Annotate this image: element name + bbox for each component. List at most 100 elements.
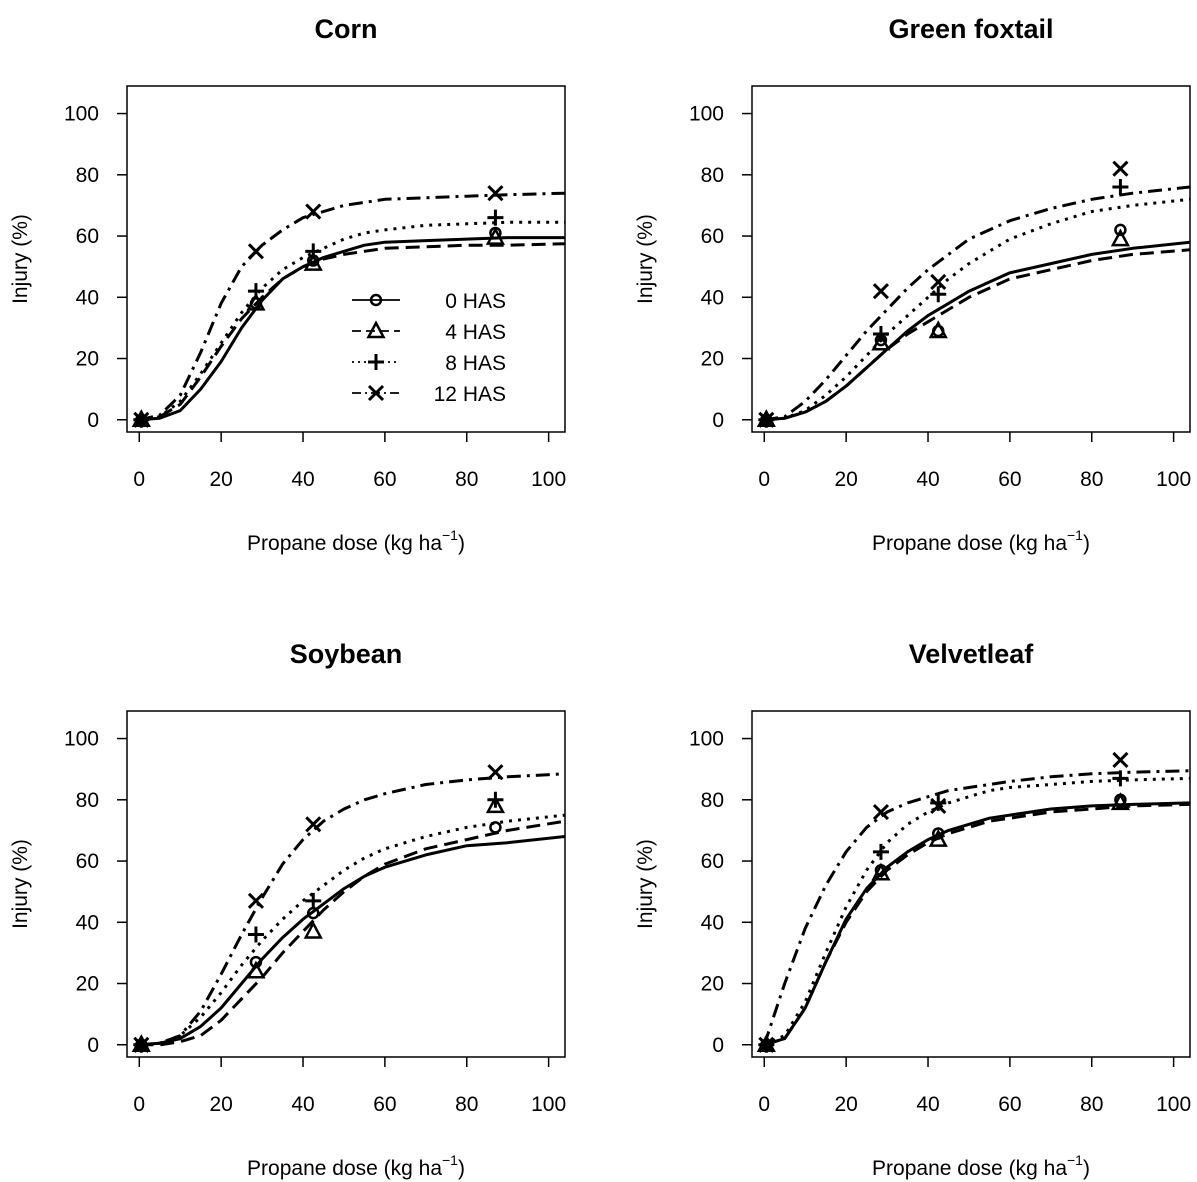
data-point [930,286,947,303]
x-tick-label: 40 [916,1093,939,1116]
data-point [305,243,322,260]
data-point [1114,223,1127,237]
x-tick-label: 60 [998,468,1021,491]
data-point [305,203,322,220]
legend-label: 8 HAS [445,352,506,375]
data-point [1112,751,1129,769]
plot-frame [126,85,566,433]
y-tick-label: 80 [701,164,724,187]
legend-marker [369,293,383,307]
x-tick-label: 0 [758,468,770,491]
data-point [246,960,266,979]
data-point [485,226,505,245]
x-axis-label: Propane dose (kg ha−1) [872,1152,1090,1180]
y-tick-label: 100 [64,103,99,126]
y-axis-label: Injury (%) [9,214,32,304]
data-point [487,209,504,226]
data-point [247,283,264,300]
x-tick-label: 80 [455,468,478,491]
y-tick-label: 20 [701,973,724,996]
series-line [763,801,1190,1047]
panel-4: Velvetleaf 0 20 40 60 80 100 0 20 40 60 80 100 Propan… [634,639,1191,1180]
data-point [1112,179,1129,196]
y-tick-label: 20 [76,348,99,371]
x-tick-label: 60 [998,1093,1021,1116]
panel-title: Soybean [290,639,403,669]
series-line [138,191,565,422]
data-point [133,1036,150,1053]
series-line [762,769,1190,1046]
x-tick-label: 80 [1080,1093,1103,1116]
y-tick-label: 80 [76,789,99,812]
x-axis-label: Propane dose (kg ha−1) [247,527,465,555]
y-axis-label: Injury (%) [634,839,657,929]
series-line [764,185,1190,422]
series-line [139,772,565,1047]
y-tick-label: 40 [701,286,724,309]
series-line [763,776,1190,1047]
series-line [139,819,565,1047]
data-point [487,185,504,202]
y-tick-label: 60 [701,225,724,248]
legend-label: 0 HAS [445,290,506,313]
data-point [247,926,264,943]
x-tick-label: 0 [133,468,145,491]
legend-marker [368,354,384,370]
data-point [871,862,891,881]
y-tick-label: 40 [701,911,724,934]
y-axis-label: Injury (%) [9,839,32,929]
data-point [247,892,265,909]
legend-label: 12 HAS [434,383,506,406]
data-point [1110,792,1130,811]
x-tick-label: 100 [531,468,566,491]
data-point [485,795,505,814]
data-point [930,794,947,811]
panel-3: Soybean 0 20 40 60 80 100 0 20 40 60 80 100 Propane d… [9,639,566,1180]
data-point [133,411,150,428]
series-line [764,197,1190,422]
x-tick-label: 20 [834,468,857,491]
data-point [872,326,889,343]
panel-title: Velvetleaf [909,639,1035,669]
data-point [930,273,947,291]
data-point [928,828,948,847]
x-tick-label: 20 [209,1093,232,1116]
y-tick-label: 100 [689,103,724,126]
data-point [246,292,266,311]
x-tick-label: 100 [1156,468,1191,491]
data-point [305,816,322,833]
y-tick-label: 60 [701,850,724,873]
series-line [139,220,565,422]
panel-title: Corn [315,14,378,44]
x-tick-label: 60 [373,468,396,491]
series-8-has [758,179,1190,428]
y-tick-label: 20 [76,973,99,996]
y-tick-label: 0 [712,409,724,432]
data-point [928,320,948,339]
x-tick-label: 80 [455,1093,478,1116]
panel-2: Green foxtail 0 20 40 60 80 100 0 20 40 60 80 100 Pro… [634,14,1191,555]
y-tick-label: 0 [87,1034,99,1057]
data-point [872,803,890,821]
y-tick-label: 60 [76,225,99,248]
x-tick-label: 100 [1156,1093,1191,1116]
x-tick-label: 20 [834,1093,857,1116]
data-point [305,892,322,909]
series-line [763,802,1190,1047]
series-line [139,236,565,422]
series-12-has [758,751,1190,1053]
data-point [1110,228,1130,247]
x-axis-label: Propane dose (kg ha−1) [872,527,1090,555]
y-tick-label: 0 [87,409,99,432]
legend: 0 HAS 4 HAS 8 HAS 12 HAS [352,290,506,406]
series-line [139,813,565,1047]
series-12-has [133,185,565,428]
y-tick-label: 100 [64,728,99,751]
y-tick-label: 40 [76,911,99,934]
legend-label: 4 HAS [445,321,506,344]
data-point [930,797,947,814]
x-tick-label: 0 [133,1093,145,1116]
x-axis-label: Propane dose (kg ha−1) [247,1152,465,1180]
y-tick-label: 20 [701,348,724,371]
